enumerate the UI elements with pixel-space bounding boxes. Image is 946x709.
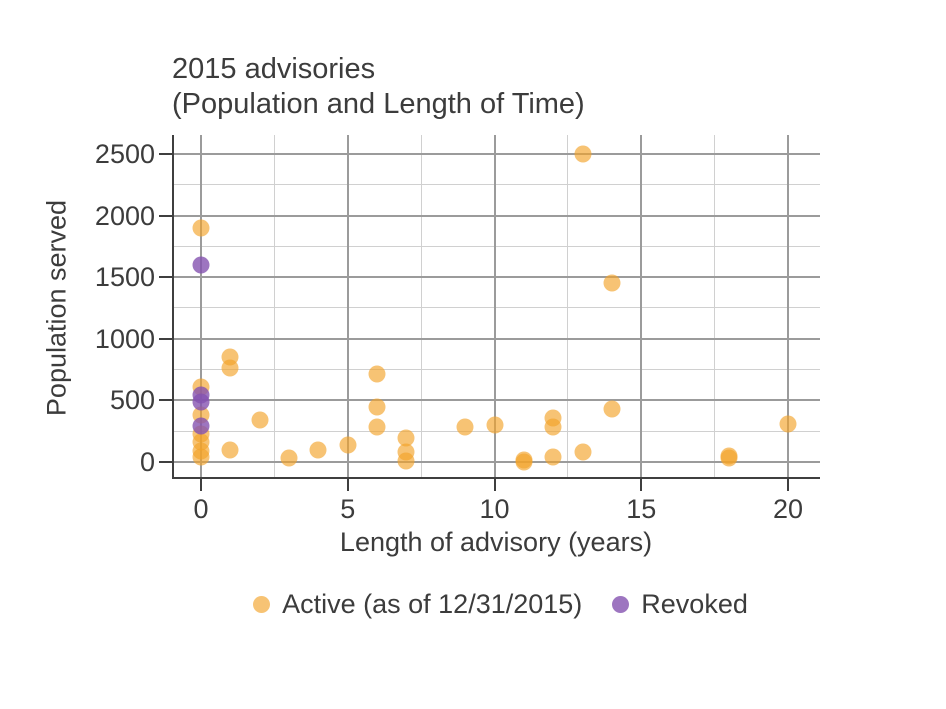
legend: Active (as of 12/31/2015) Revoked — [0, 589, 946, 620]
minor-gridline-horizontal — [172, 369, 820, 371]
y-tick-label: 0 — [139, 446, 155, 477]
data-point — [221, 441, 239, 459]
x-axis-tick — [640, 479, 643, 491]
data-point — [192, 219, 210, 237]
data-point — [544, 418, 562, 436]
y-axis-tick — [159, 337, 172, 340]
chart-title-line1: 2015 advisories — [172, 53, 376, 85]
major-gridline-vertical — [787, 135, 789, 477]
chart-title: 2015 advisories (Population and Length o… — [172, 52, 585, 122]
data-point — [192, 393, 210, 411]
y-axis-tick — [159, 276, 172, 279]
data-point — [280, 449, 298, 467]
minor-gridline-horizontal — [172, 307, 820, 309]
data-point — [515, 453, 533, 471]
y-tick-label: 500 — [109, 385, 155, 416]
legend-label-active: Active (as of 12/31/2015) — [282, 589, 583, 619]
x-axis-line — [172, 477, 820, 479]
data-point — [397, 429, 415, 447]
x-axis-label: Length of advisory (years) — [339, 527, 653, 557]
data-point — [368, 398, 386, 416]
x-tick-label: 20 — [772, 494, 804, 524]
data-point — [368, 365, 386, 383]
chart-title-line2: (Population and Length of Time) — [172, 88, 585, 120]
data-point — [574, 145, 592, 163]
minor-gridline-horizontal — [172, 245, 820, 247]
major-gridline-horizontal — [172, 152, 820, 155]
y-tick-label: 1500 — [94, 262, 155, 293]
x-axis-tick — [787, 479, 789, 491]
x-axis-tick — [200, 479, 203, 491]
y-axis-tick — [159, 152, 172, 155]
data-point — [339, 436, 357, 454]
data-point — [309, 441, 327, 459]
y-axis-tick — [159, 460, 172, 463]
data-point — [603, 400, 621, 418]
major-gridline-horizontal — [172, 460, 820, 463]
minor-gridline-horizontal — [172, 184, 820, 186]
data-point — [574, 443, 592, 461]
data-point — [192, 256, 210, 274]
y-tick-label: 2000 — [94, 200, 155, 231]
data-point — [779, 415, 797, 433]
major-gridline-horizontal — [172, 337, 820, 340]
data-point — [720, 449, 738, 467]
data-point — [544, 448, 562, 466]
major-gridline-horizontal — [172, 399, 820, 402]
y-tick-label: 1000 — [94, 323, 155, 354]
y-axis-tick — [159, 214, 172, 217]
x-tick-label: 10 — [479, 494, 510, 524]
data-point — [251, 411, 269, 429]
data-point — [603, 274, 621, 292]
legend-item-revoked: Revoked — [612, 589, 748, 620]
major-gridline-horizontal — [172, 276, 820, 279]
major-gridline-horizontal — [172, 214, 820, 217]
data-point — [368, 418, 386, 436]
active-series-dot-icon — [253, 596, 271, 613]
data-point — [192, 448, 210, 466]
major-gridline-vertical — [346, 135, 349, 477]
x-tick-label: 15 — [626, 494, 657, 524]
y-axis-tick — [159, 399, 172, 402]
data-point — [486, 416, 504, 434]
data-point — [397, 452, 415, 470]
revoked-series-dot-icon — [612, 596, 630, 613]
legend-label-revoked: Revoked — [641, 589, 748, 619]
minor-gridline-vertical — [420, 135, 422, 477]
data-point — [192, 417, 210, 435]
y-tick-label: 2500 — [94, 138, 155, 169]
x-tick-label: 5 — [340, 494, 356, 524]
legend-item-active: Active (as of 12/31/2015) — [253, 589, 582, 620]
major-gridline-vertical — [493, 135, 496, 477]
data-point — [221, 359, 239, 377]
x-axis-tick — [346, 479, 349, 491]
y-axis-line — [172, 135, 174, 479]
minor-gridline-vertical — [714, 135, 716, 477]
data-point — [456, 418, 474, 436]
major-gridline-vertical — [640, 135, 643, 477]
minor-gridline-vertical — [273, 135, 275, 477]
x-axis-tick — [493, 479, 496, 491]
major-gridline-vertical — [200, 135, 203, 477]
minor-gridline-vertical — [567, 135, 569, 477]
x-tick-label: 0 — [193, 494, 209, 524]
